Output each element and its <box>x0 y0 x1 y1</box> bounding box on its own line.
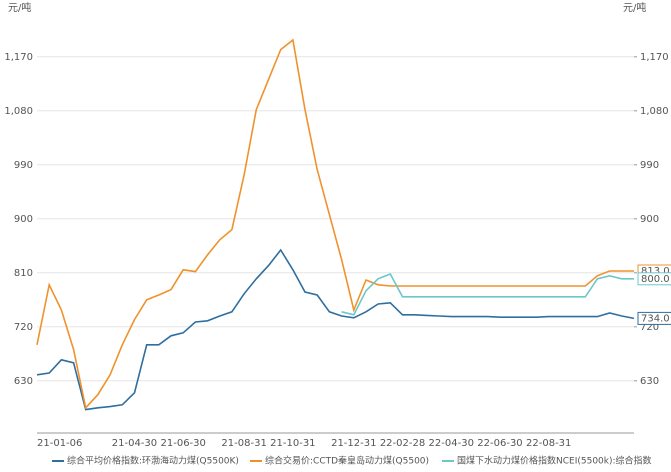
series-line <box>341 272 634 316</box>
y-tick-label: 630 <box>14 376 33 387</box>
legend-label: 国煤下水动力煤价格指数NCEI(5500k):综合指数 <box>457 455 652 467</box>
y-tick-label: 900 <box>14 214 33 225</box>
y2-tick-label: 1,080 <box>640 106 669 117</box>
y-tick-label: 990 <box>14 160 33 171</box>
y2-tick-label: 720 <box>640 322 659 333</box>
y2-tick-label: 990 <box>640 160 659 171</box>
y2-tick-label: 630 <box>640 376 659 387</box>
x-tick-label: 21-10-31 <box>270 438 315 449</box>
legend-label: 综合平均价格指数:环渤海动力煤(Q5500K) <box>67 455 239 467</box>
end-label-box <box>637 272 671 286</box>
x-tick-label: 21-04-30 <box>112 438 157 449</box>
y-tick-label: 720 <box>14 322 33 333</box>
y-unit: 元/吨 <box>8 1 31 14</box>
end-label: 800.0 <box>641 274 670 285</box>
y-tick-label: 810 <box>14 268 33 279</box>
legend-label: 综合交易价:CCTD秦皇岛动力煤(Q5500) <box>265 455 429 467</box>
x-tick-label: 22-06-30 <box>477 438 522 449</box>
y-tick-label: 1,170 <box>4 52 33 63</box>
y-tick-label: 1,080 <box>4 106 33 117</box>
x-tick-label: 21-08-31 <box>221 438 266 449</box>
x-tick-label: 22-08-31 <box>526 438 571 449</box>
y2-tick-label: 900 <box>640 214 659 225</box>
series-line <box>36 38 634 410</box>
x-tick-label: 22-04-30 <box>429 438 474 449</box>
end-label: 813.0 <box>641 266 670 277</box>
y2-tick-label: 1,170 <box>640 52 669 63</box>
end-label-box <box>637 311 671 325</box>
series-line <box>36 248 635 411</box>
x-tick-label: 21-06-30 <box>161 438 206 449</box>
x-tick-label: 21-12-31 <box>331 438 376 449</box>
x-tick-label: 21-01-06 <box>37 438 82 449</box>
end-label: 734.0 <box>641 313 670 324</box>
y2-unit: 元/吨 <box>623 1 646 14</box>
x-tick-label: 22-02-28 <box>380 438 425 449</box>
